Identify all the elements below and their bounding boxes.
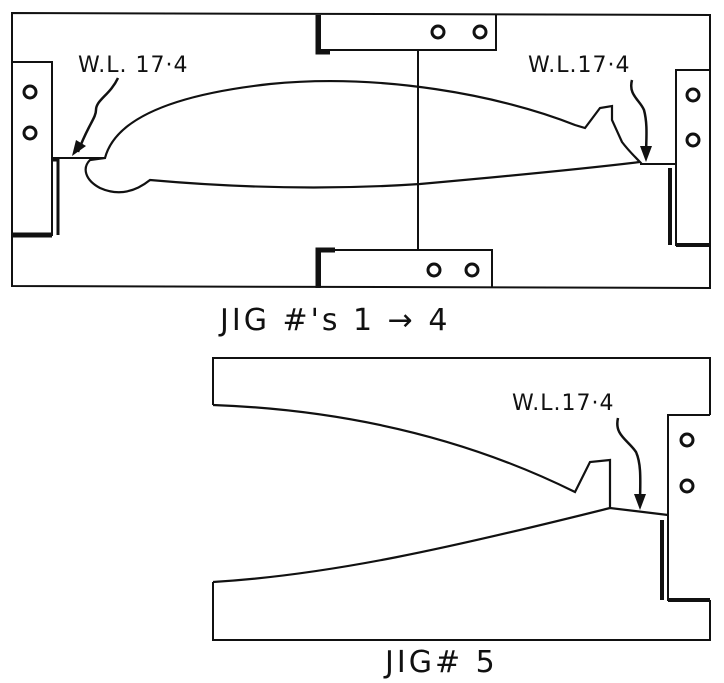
bolt-hole-icon bbox=[472, 24, 488, 40]
jig5-waterline-label: W.L.17·4 bbox=[512, 391, 614, 416]
jig5-waterline-arrow bbox=[616, 417, 642, 506]
waterline-arrow-left bbox=[76, 77, 120, 153]
bolt-hole-icon bbox=[22, 84, 38, 100]
bolt-hole-icon bbox=[679, 432, 695, 448]
hull-profile bbox=[84, 80, 643, 194]
bottom-jig: W.L.17·4 JIG# 5 bbox=[212, 357, 711, 680]
bolt-hole-icon bbox=[22, 125, 38, 141]
bolt-hole-icon bbox=[426, 262, 442, 278]
bolt-hole-icon bbox=[464, 262, 480, 278]
bottom-clamp-block bbox=[315, 247, 493, 288]
top-jig-caption: JIG #'s 1 → 4 bbox=[218, 303, 450, 338]
bottom-jig-frame-upper bbox=[212, 357, 711, 415]
bottom-jig-frame-lower bbox=[212, 582, 711, 641]
top-jig: W.L. 17·4 W.L.17·4 JIG #'s 1 → 4 bbox=[11, 11, 711, 338]
waterline-label-left: W.L. 17·4 bbox=[78, 53, 188, 78]
left-clamp-block bbox=[12, 61, 105, 238]
upper-mold-curve bbox=[212, 403, 612, 508]
bottom-jig-caption: JIG# 5 bbox=[383, 645, 498, 680]
waterline-arrow-right bbox=[629, 79, 648, 159]
right-clamp-block bbox=[640, 69, 710, 247]
top-clamp-block bbox=[315, 15, 497, 55]
waterline-label-right: W.L.17·4 bbox=[528, 53, 630, 78]
lower-mold-curve bbox=[212, 506, 669, 584]
jig5-right-clamp-block bbox=[660, 414, 710, 602]
bolt-hole-icon bbox=[685, 132, 701, 148]
bolt-hole-icon bbox=[430, 24, 446, 40]
bolt-hole-icon bbox=[685, 87, 701, 103]
top-jig-frame bbox=[11, 11, 711, 290]
bolt-hole-icon bbox=[679, 478, 695, 494]
